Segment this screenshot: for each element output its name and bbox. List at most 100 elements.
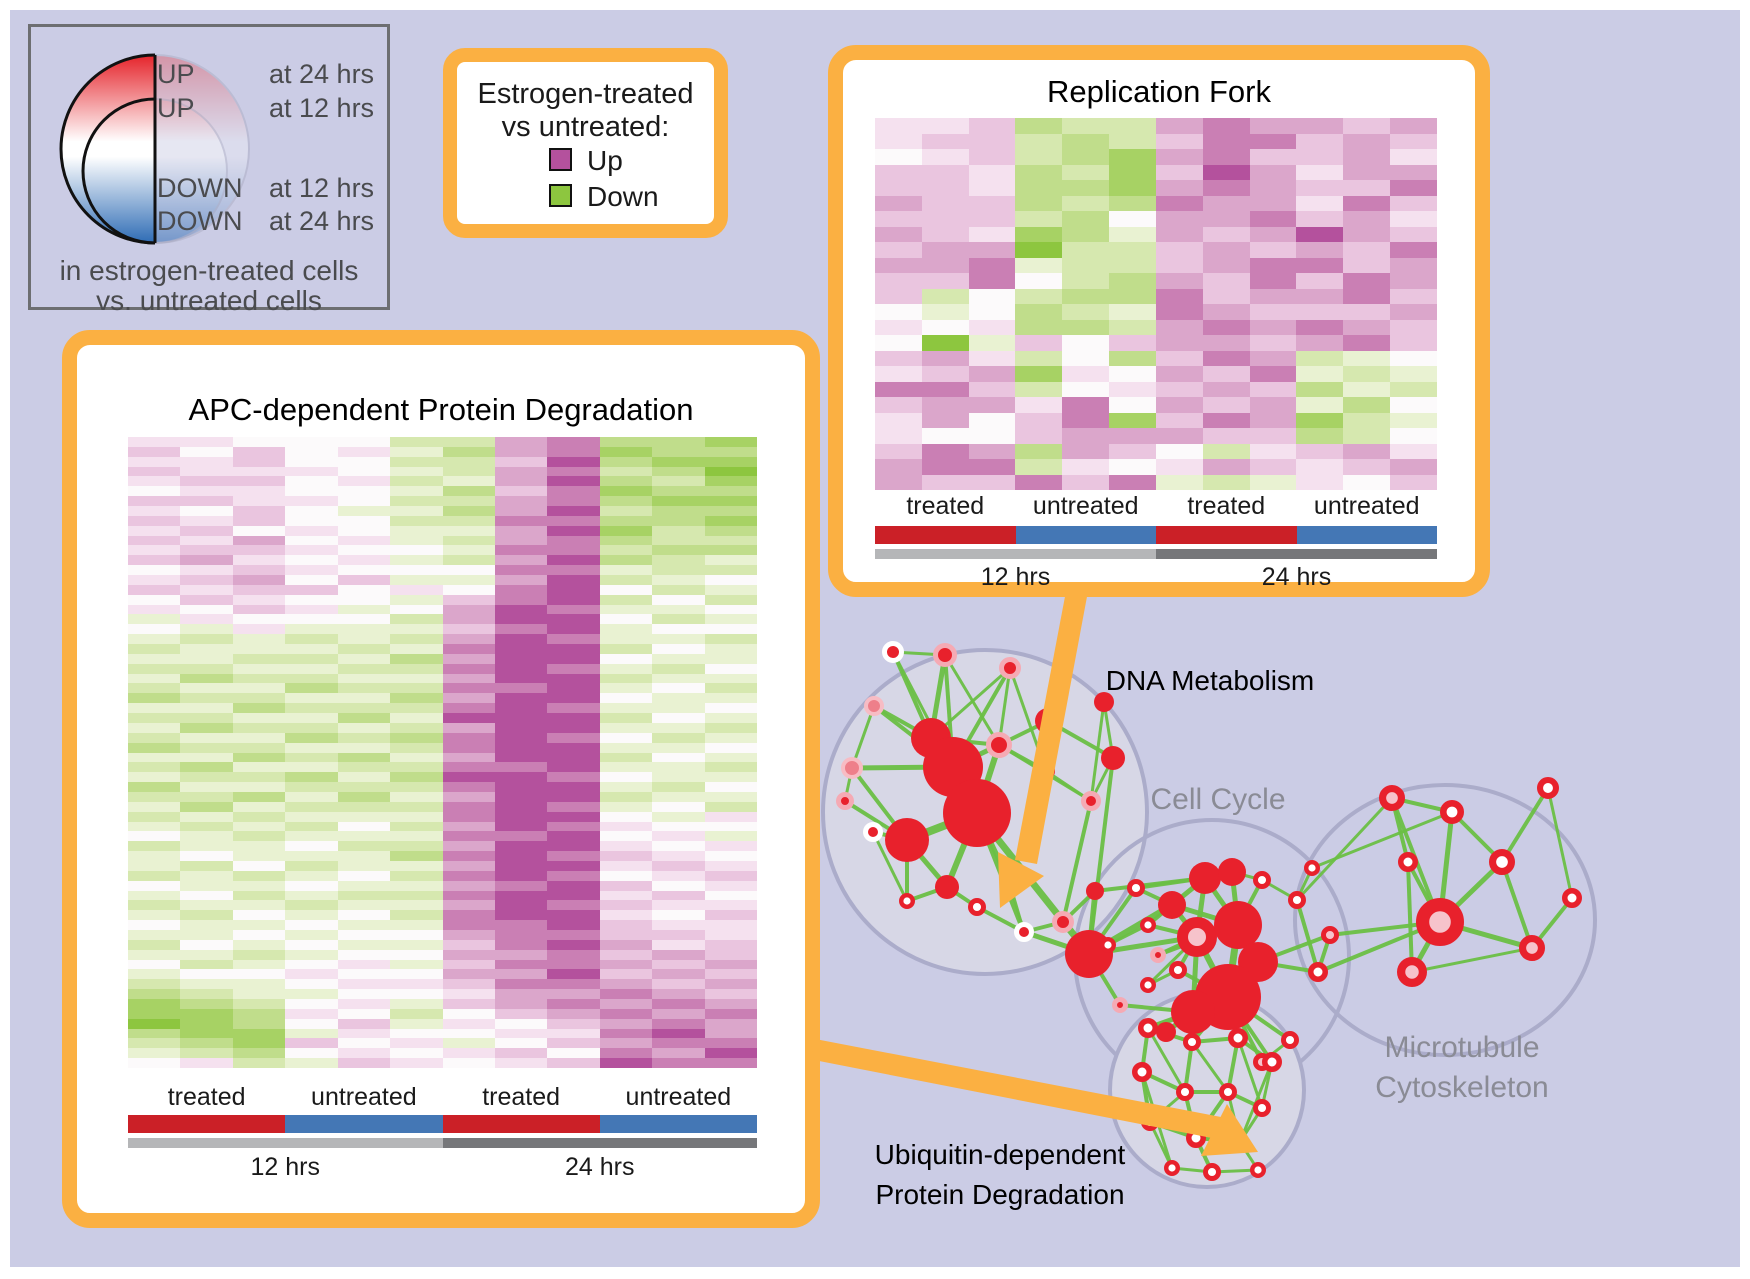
heatmap-cell	[652, 673, 705, 684]
heatmap-cell	[921, 288, 969, 304]
heatmap-cell	[1015, 211, 1063, 227]
heatmap-cell	[547, 486, 600, 497]
heatmap-row	[875, 304, 1437, 320]
heatmap-cell	[1015, 428, 1063, 444]
heatmap-cell	[128, 949, 181, 960]
heatmap-cell	[1390, 288, 1437, 304]
heatmap-cell	[1109, 180, 1156, 196]
heatmap-cell	[285, 456, 338, 467]
heatmap-cell	[704, 663, 757, 674]
heatmap-cell	[1296, 195, 1344, 211]
heatmap-cell	[1390, 242, 1437, 258]
heatmap-cell	[1062, 180, 1110, 196]
heatmap-row	[128, 900, 757, 911]
heatmap-cell	[285, 752, 338, 763]
heatmap-cell	[704, 575, 757, 585]
treated-bar	[128, 1115, 286, 1133]
heatmap-cell	[704, 742, 757, 753]
heatmap-cell	[921, 319, 969, 335]
heatmap-cell	[494, 525, 548, 536]
heatmap-cell	[337, 486, 391, 497]
heatmap-cell	[875, 381, 922, 397]
heatmap-row	[128, 821, 757, 832]
heatmap-cell	[285, 437, 338, 447]
heatmap-cell	[232, 506, 286, 516]
heatmap-row	[128, 644, 757, 654]
heatmap-cell	[599, 998, 653, 1009]
heatmap-row	[128, 456, 757, 467]
heatmap-cell	[1296, 397, 1344, 413]
heatmap-cell	[968, 474, 1016, 490]
heatmap-cell	[652, 614, 705, 625]
heatmap-cell	[285, 1008, 338, 1019]
heatmap-cell	[1015, 273, 1063, 289]
heatmap-cell	[442, 653, 495, 664]
heatmap-cell	[599, 437, 653, 447]
heatmap-cell	[875, 335, 922, 351]
condition-label: untreated	[1032, 492, 1139, 520]
heatmap-row	[128, 782, 757, 792]
heatmap-cell	[337, 1008, 391, 1019]
heatmap-cell	[442, 1048, 495, 1059]
heatmap-cell	[704, 949, 757, 960]
label-line: Protein Degradation	[875, 1179, 1125, 1210]
heatmap-cell	[128, 821, 181, 832]
heatmap-cell	[1343, 459, 1391, 475]
heatmap-cell	[442, 663, 495, 674]
heatmap-cell	[232, 870, 286, 881]
heatmap-cell	[442, 604, 495, 615]
heatmap-row	[875, 319, 1437, 335]
heatmap-cell	[232, 624, 286, 635]
heatmap-cell	[704, 910, 757, 921]
heatmap-cell	[547, 634, 600, 645]
heatmap-cell	[442, 1058, 495, 1068]
heatmap-cell	[704, 791, 757, 802]
heatmap-cell	[232, 1028, 286, 1039]
heatmap-cell	[704, 959, 757, 970]
heatmap-cell	[1202, 273, 1250, 289]
heatmap-cell	[180, 673, 233, 684]
heatmap-cell	[704, 870, 757, 881]
legend-direction: UP	[157, 93, 195, 123]
heatmap-cell	[390, 476, 443, 487]
heatmap-cell	[390, 644, 443, 654]
heatmap-cell	[547, 1048, 600, 1059]
heatmap-cell	[704, 801, 757, 812]
replication-fork-heatmap	[875, 118, 1437, 490]
heatmap-cell	[128, 614, 181, 625]
heatmap-cell	[652, 713, 705, 723]
heatmap-cell	[390, 801, 443, 812]
heatmap-cell	[1249, 412, 1297, 428]
heatmap-cell	[128, 831, 181, 842]
heatmap-row	[875, 211, 1437, 227]
heatmap-cell	[921, 428, 969, 444]
heatmap-cell	[968, 180, 1016, 196]
heatmap-cell	[494, 880, 548, 891]
heatmap-cell	[128, 860, 181, 871]
heatmap-cell	[1249, 164, 1297, 180]
heatmap-cell	[599, 683, 653, 694]
heatmap-cell	[547, 732, 600, 743]
heatmap-cell	[180, 1038, 233, 1049]
heatmap-cell	[232, 486, 286, 497]
heatmap-row	[128, 752, 757, 763]
heatmap-cell	[232, 653, 286, 664]
heatmap-cell	[285, 466, 338, 477]
heatmap-cell	[285, 762, 338, 773]
heatmap-cell	[128, 634, 181, 645]
heatmap-cell	[494, 653, 548, 664]
heatmap-cell	[337, 782, 391, 792]
heatmap-cell	[285, 496, 338, 507]
heatmap-cell	[547, 673, 600, 684]
heatmap-cell	[1109, 211, 1156, 227]
heatmap-cell	[1249, 350, 1297, 366]
heatmap-cell	[547, 851, 600, 861]
heatmap-cell	[337, 762, 391, 773]
heatmap-cell	[180, 634, 233, 645]
heatmap-cell	[968, 226, 1016, 242]
heatmap-cell	[547, 604, 600, 615]
heatmap-cell	[494, 1058, 548, 1068]
heatmap-row	[875, 335, 1437, 351]
heatmap-cell	[285, 1028, 338, 1039]
heatmap-cell	[599, 762, 653, 773]
